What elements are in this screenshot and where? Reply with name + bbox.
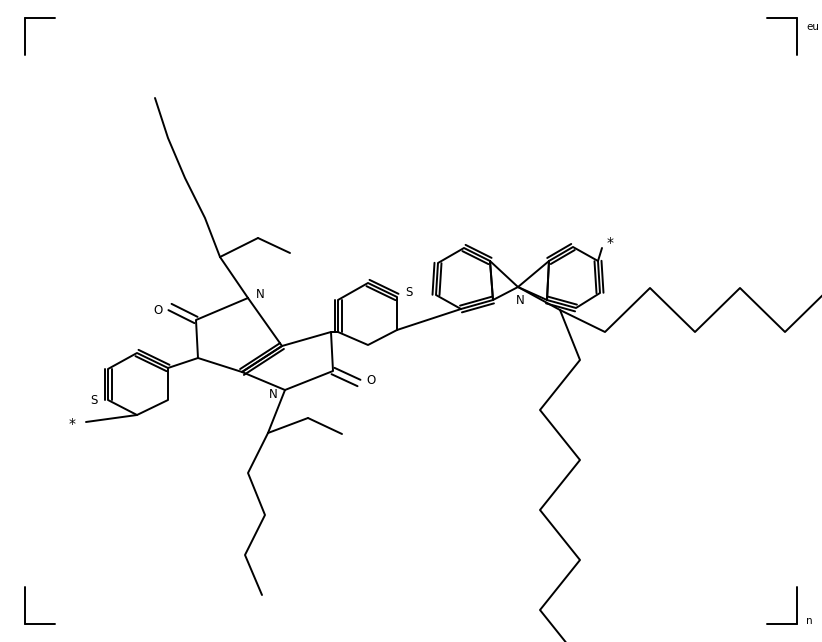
Text: eu: eu: [806, 22, 819, 32]
Text: n: n: [806, 616, 813, 626]
Text: S: S: [90, 394, 98, 406]
Text: N: N: [269, 388, 277, 401]
Text: N: N: [256, 288, 265, 300]
Text: O: O: [154, 304, 163, 317]
Text: N: N: [515, 293, 524, 306]
Text: *: *: [607, 236, 613, 250]
Text: S: S: [405, 286, 413, 299]
Text: O: O: [367, 374, 376, 388]
Text: *: *: [68, 417, 76, 431]
